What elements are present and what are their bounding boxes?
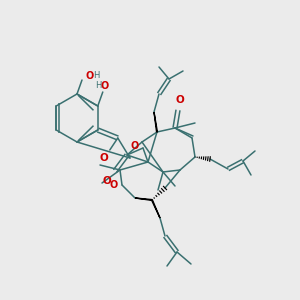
Text: H: H — [96, 82, 102, 91]
Polygon shape — [135, 198, 152, 200]
Text: O: O — [176, 95, 184, 105]
Text: O: O — [86, 71, 94, 81]
Text: O: O — [99, 153, 108, 163]
Text: O: O — [103, 176, 111, 186]
Text: O: O — [101, 81, 109, 91]
Polygon shape — [154, 112, 158, 132]
Text: O: O — [131, 141, 139, 151]
Polygon shape — [152, 200, 160, 218]
Text: H: H — [93, 71, 99, 80]
Text: O: O — [110, 180, 118, 190]
